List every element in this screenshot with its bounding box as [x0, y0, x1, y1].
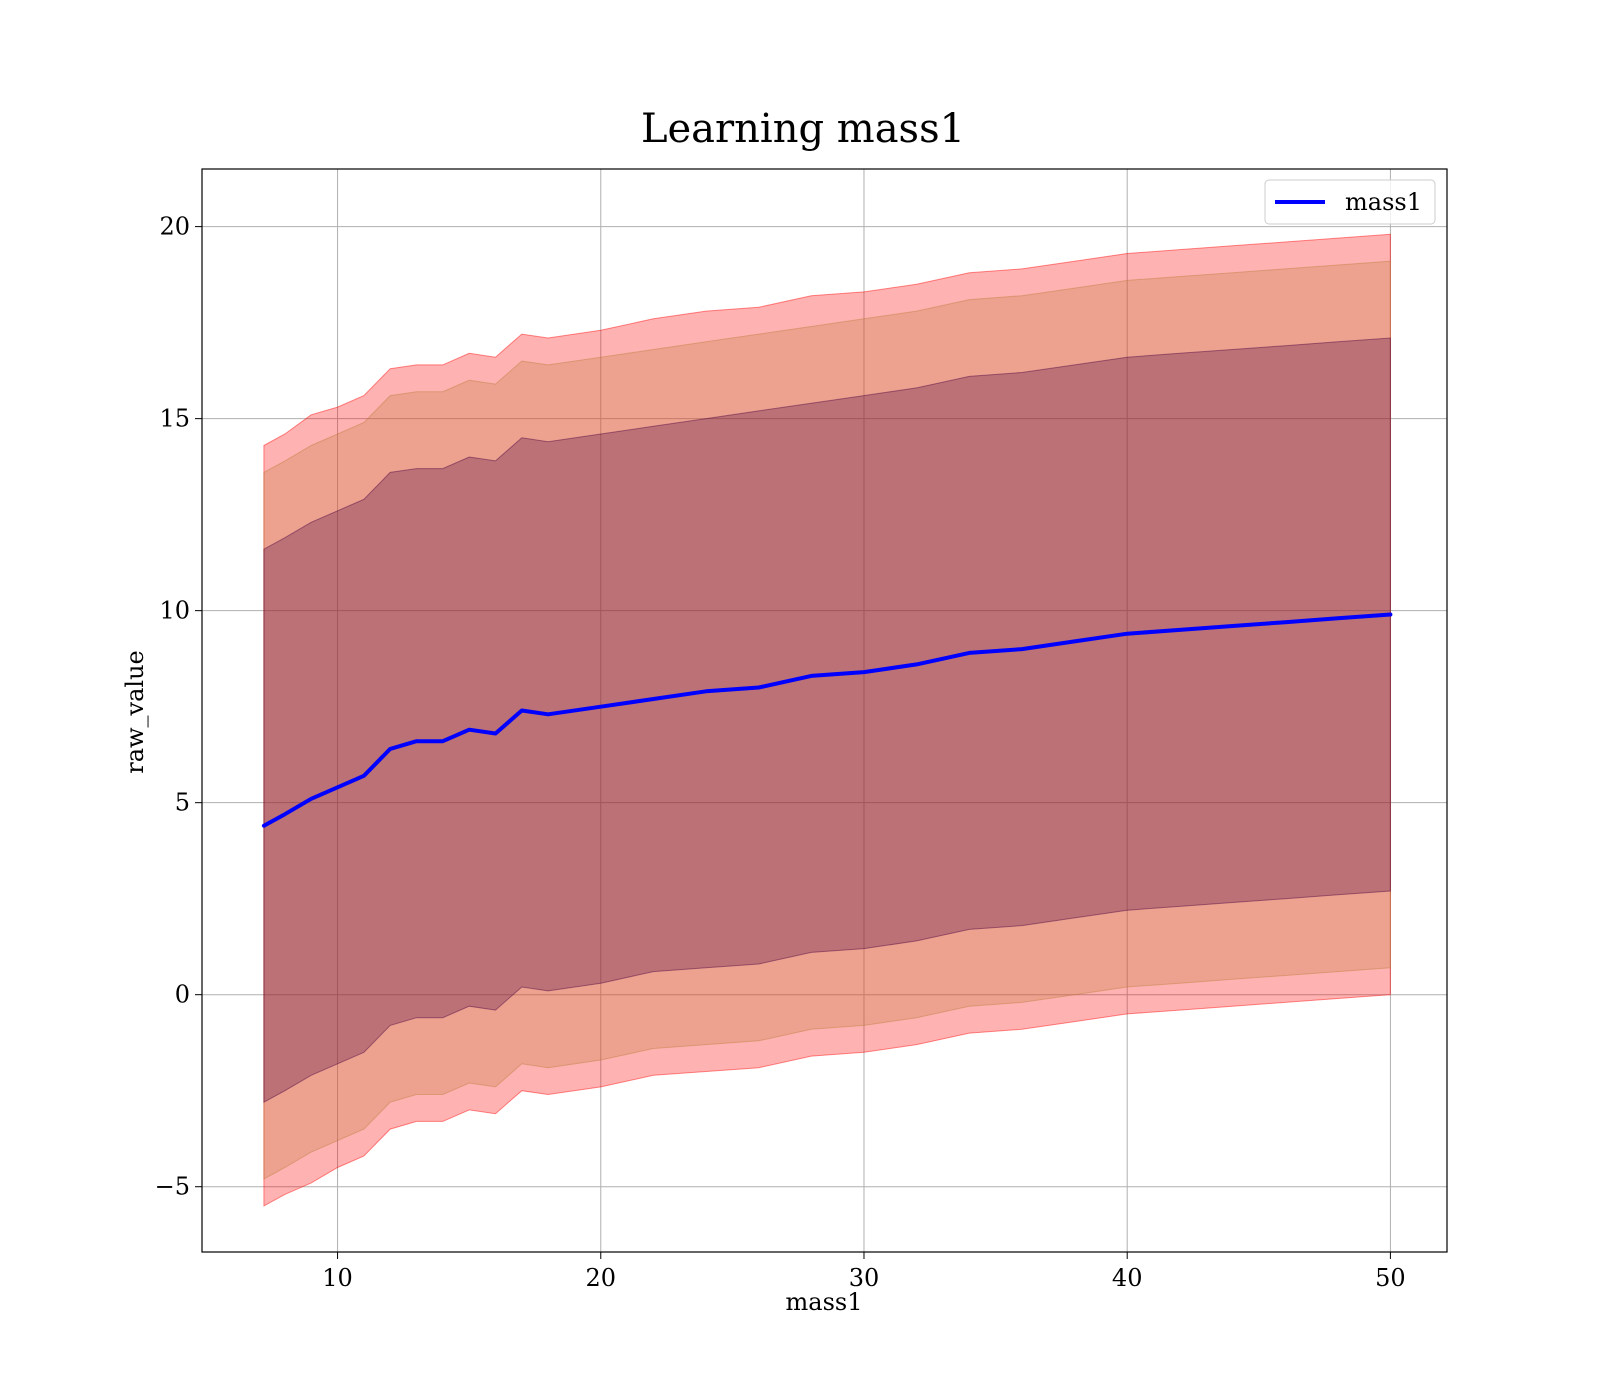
- grid-lines: [202, 169, 1447, 1252]
- y-tick-label: 5: [175, 789, 190, 817]
- x-tick-label: 50: [1375, 1264, 1406, 1292]
- y-tick-label: 0: [175, 981, 190, 1009]
- plot-frame: [201, 168, 1448, 1253]
- chart-title: Learning mass1: [641, 106, 965, 152]
- x-axis-label: mass1: [786, 1288, 863, 1316]
- y-tick-label: 10: [159, 597, 190, 625]
- confidence-band-2: [263, 260, 1391, 1180]
- series-line-mass1: [261, 612, 1393, 828]
- legend-box: [1264, 179, 1436, 225]
- y-tick-label: 20: [159, 213, 190, 241]
- x-ticks: 10 20 30 40 50: [322, 1252, 1406, 1292]
- x-tick-label: 10: [322, 1264, 353, 1292]
- confidence-band-3: [263, 337, 1391, 1104]
- data-series: [261, 612, 1393, 828]
- y-axis-label: raw_value: [121, 650, 149, 774]
- legend: mass1: [1264, 179, 1436, 225]
- x-tick-label: 40: [1112, 1264, 1143, 1292]
- x-tick-label: 20: [585, 1264, 616, 1292]
- y-ticks: −5 0 5 10 15 20: [155, 213, 202, 1201]
- x-tick-label: 30: [849, 1264, 880, 1292]
- legend-entry-mass1: mass1: [1345, 188, 1422, 216]
- y-tick-label: −5: [155, 1173, 190, 1201]
- confidence-bands: [263, 233, 1391, 1207]
- confidence-band-1: [263, 233, 1391, 1207]
- y-tick-label: 15: [159, 405, 190, 433]
